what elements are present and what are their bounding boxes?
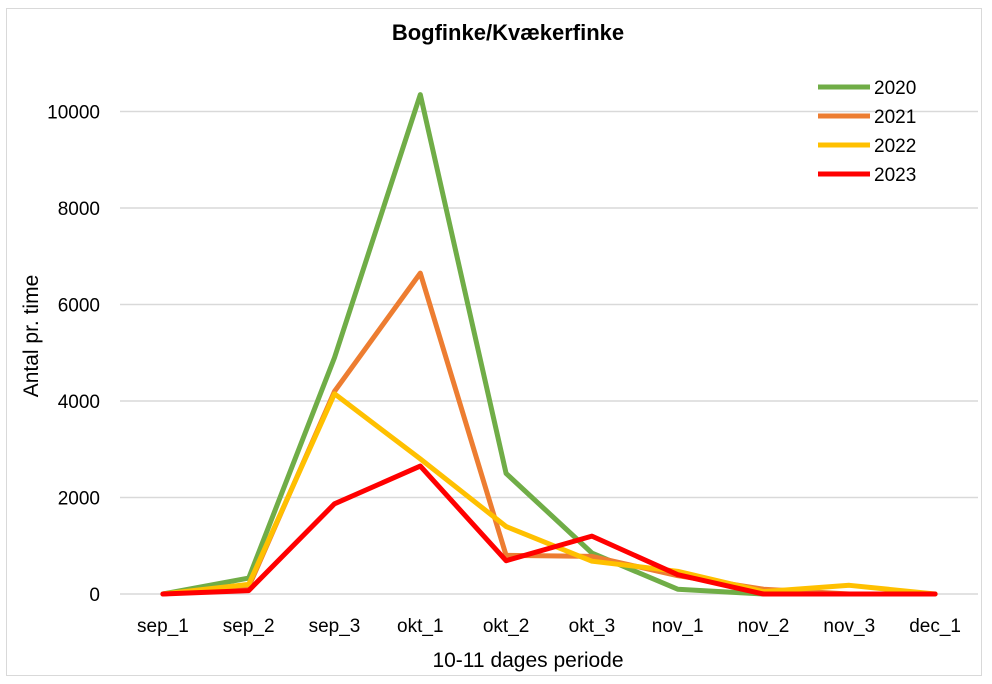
y-tick-label: 4000: [58, 392, 100, 413]
chart-frame: [6, 8, 982, 676]
x-tick-label: okt_1: [397, 616, 443, 637]
y-axis-ticks: 0 2000 4000 6000 8000 10000: [47, 103, 100, 607]
x-axis-label: 10-11 dages periode: [432, 649, 623, 672]
y-tick-label: 8000: [58, 199, 100, 220]
y-tick-label: 2000: [58, 489, 100, 510]
x-tick-label: sep_2: [223, 616, 275, 637]
legend-label: 2022: [874, 136, 916, 157]
x-tick-label: sep_3: [309, 616, 361, 637]
chart-title: Bogfinke/Kvækerfinke: [392, 20, 624, 45]
x-tick-label: nov_1: [652, 616, 704, 637]
series-line-2022: [160, 391, 938, 597]
y-tick-label: 0: [89, 585, 100, 606]
x-tick-label: nov_2: [738, 616, 790, 637]
gridlines: [120, 110, 978, 595]
legend-label: 2020: [874, 78, 916, 99]
x-tick-label: okt_3: [569, 616, 615, 637]
x-axis-ticks: sep_1 sep_2 sep_3 okt_1 okt_2 okt_3 nov_1 nov_2…: [137, 616, 961, 637]
legend: 2020 2021 2022 2023: [818, 78, 916, 186]
legend-label: 2023: [874, 165, 916, 186]
x-tick-label: okt_2: [483, 616, 529, 637]
y-tick-label: 10000: [47, 103, 100, 124]
x-tick-label: dec_1: [909, 616, 961, 637]
x-tick-label: nov_3: [823, 616, 875, 637]
legend-label: 2021: [874, 107, 916, 128]
y-tick-label: 6000: [58, 296, 100, 317]
series-lines: [160, 92, 938, 597]
x-tick-label: sep_1: [137, 616, 189, 637]
series-line-2023: [160, 463, 938, 597]
y-axis-label: Antal pr. time: [20, 275, 43, 398]
